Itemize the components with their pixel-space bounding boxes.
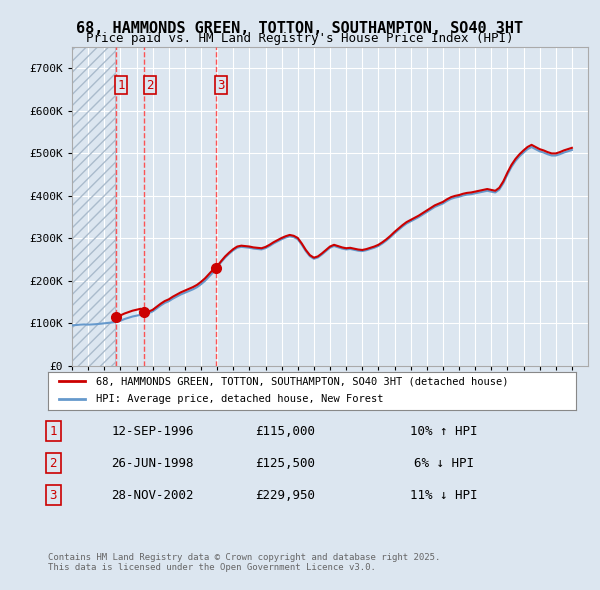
Text: £125,500: £125,500 <box>256 457 316 470</box>
Text: 6% ↓ HPI: 6% ↓ HPI <box>414 457 474 470</box>
Text: 28-NOV-2002: 28-NOV-2002 <box>112 489 194 502</box>
Text: Contains HM Land Registry data © Crown copyright and database right 2025.
This d: Contains HM Land Registry data © Crown c… <box>48 553 440 572</box>
Text: 68, HAMMONDS GREEN, TOTTON, SOUTHAMPTON, SO40 3HT: 68, HAMMONDS GREEN, TOTTON, SOUTHAMPTON,… <box>76 21 524 35</box>
Text: Price paid vs. HM Land Registry's House Price Index (HPI): Price paid vs. HM Land Registry's House … <box>86 32 514 45</box>
Text: 2: 2 <box>146 79 154 92</box>
Text: HPI: Average price, detached house, New Forest: HPI: Average price, detached house, New … <box>95 394 383 404</box>
Text: 1: 1 <box>118 79 125 92</box>
Text: £229,950: £229,950 <box>256 489 316 502</box>
Text: 1: 1 <box>50 425 57 438</box>
Text: £115,000: £115,000 <box>256 425 316 438</box>
Text: 2: 2 <box>50 457 57 470</box>
Text: 10% ↑ HPI: 10% ↑ HPI <box>410 425 478 438</box>
Text: 3: 3 <box>217 79 225 92</box>
Text: 26-JUN-1998: 26-JUN-1998 <box>112 457 194 470</box>
Bar <box>72 47 115 366</box>
Text: 11% ↓ HPI: 11% ↓ HPI <box>410 489 478 502</box>
Text: 12-SEP-1996: 12-SEP-1996 <box>112 425 194 438</box>
Text: 3: 3 <box>50 489 57 502</box>
Text: 68, HAMMONDS GREEN, TOTTON, SOUTHAMPTON, SO40 3HT (detached house): 68, HAMMONDS GREEN, TOTTON, SOUTHAMPTON,… <box>95 376 508 386</box>
